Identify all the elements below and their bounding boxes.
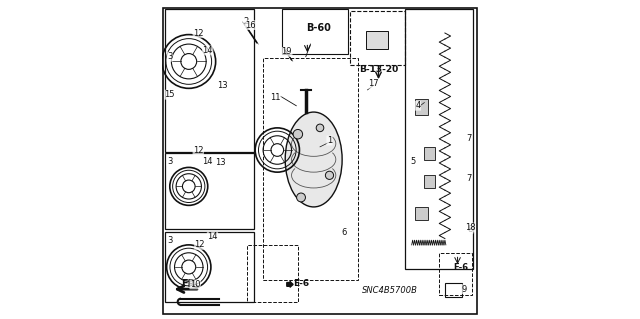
Text: SNC4B5700B: SNC4B5700B bbox=[362, 286, 417, 295]
Bar bbox=[438, 253, 472, 295]
FancyArrow shape bbox=[287, 282, 293, 287]
Bar bbox=[165, 232, 253, 302]
Text: 4: 4 bbox=[415, 101, 420, 110]
Text: 10: 10 bbox=[190, 280, 200, 289]
Text: 3: 3 bbox=[167, 236, 173, 245]
Bar bbox=[424, 175, 435, 188]
Bar bbox=[424, 147, 435, 160]
Text: 6: 6 bbox=[341, 228, 346, 237]
Text: 11: 11 bbox=[271, 93, 281, 102]
Text: 16: 16 bbox=[245, 21, 256, 30]
Text: 12: 12 bbox=[193, 28, 204, 38]
Text: 7: 7 bbox=[466, 134, 471, 144]
Text: 2: 2 bbox=[243, 18, 248, 26]
Bar bbox=[165, 153, 253, 229]
Text: 15: 15 bbox=[164, 90, 175, 99]
Text: 3: 3 bbox=[167, 52, 173, 61]
Bar bbox=[415, 207, 428, 219]
Circle shape bbox=[296, 193, 305, 202]
Bar bbox=[263, 58, 358, 280]
Bar bbox=[415, 100, 428, 115]
Text: FR.: FR. bbox=[181, 279, 199, 289]
Text: E-6: E-6 bbox=[454, 263, 468, 271]
Text: 14: 14 bbox=[207, 233, 218, 241]
Text: 9: 9 bbox=[461, 285, 467, 294]
Bar bbox=[445, 283, 462, 297]
Text: 14: 14 bbox=[202, 46, 213, 55]
Text: 12: 12 bbox=[193, 145, 204, 154]
Text: 12: 12 bbox=[195, 241, 205, 249]
Circle shape bbox=[316, 124, 324, 132]
Bar bbox=[350, 11, 405, 65]
Text: 13: 13 bbox=[217, 81, 227, 90]
Text: 14: 14 bbox=[202, 157, 213, 166]
Text: 3: 3 bbox=[167, 157, 173, 166]
Circle shape bbox=[325, 171, 333, 179]
Text: 13: 13 bbox=[215, 158, 226, 167]
Text: B-13-20: B-13-20 bbox=[359, 65, 398, 74]
Text: 7: 7 bbox=[466, 174, 471, 183]
Bar bbox=[247, 245, 298, 302]
Bar bbox=[282, 9, 348, 54]
Text: 17: 17 bbox=[369, 79, 379, 88]
Text: E-6: E-6 bbox=[293, 279, 309, 288]
Text: 5: 5 bbox=[411, 157, 416, 166]
Text: B-60: B-60 bbox=[306, 23, 331, 33]
Text: 18: 18 bbox=[465, 223, 476, 232]
Ellipse shape bbox=[285, 112, 342, 207]
Bar bbox=[366, 32, 388, 49]
Bar bbox=[405, 9, 474, 269]
Text: 8: 8 bbox=[467, 225, 473, 234]
Text: 1: 1 bbox=[327, 136, 332, 145]
Text: 19: 19 bbox=[282, 48, 292, 56]
Circle shape bbox=[293, 130, 303, 139]
Bar bbox=[165, 9, 253, 152]
